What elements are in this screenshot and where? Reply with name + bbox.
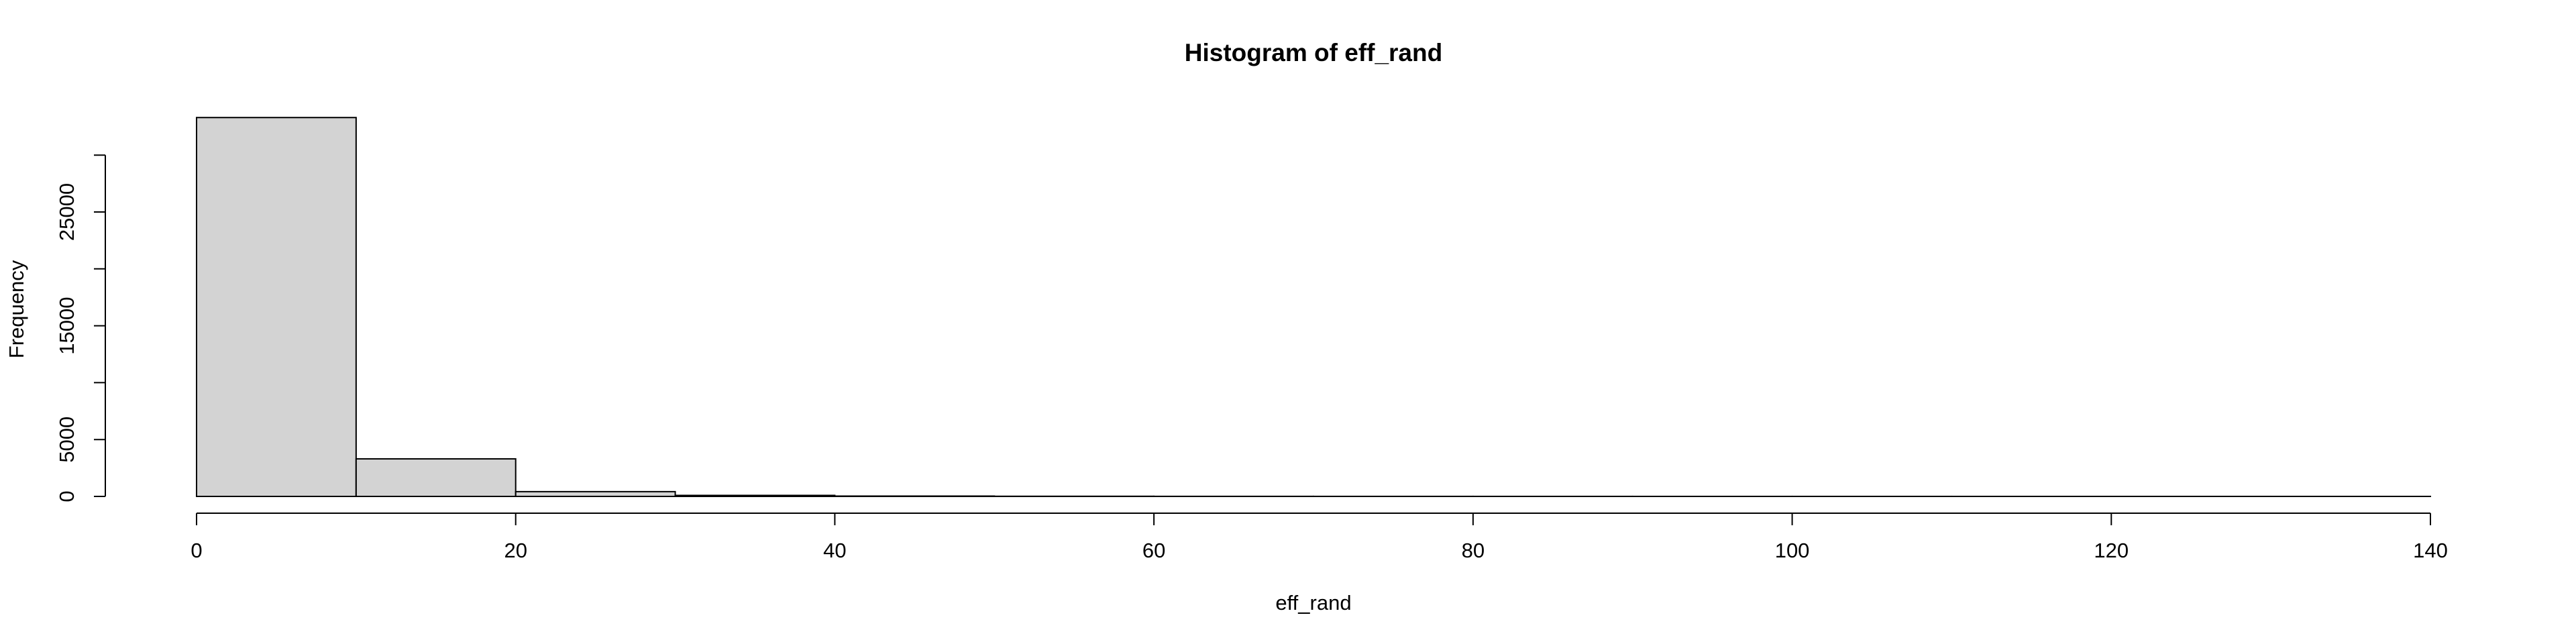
x-tick-label: 140 [2413, 539, 2448, 562]
y-tick-label: 25000 [55, 183, 78, 241]
histogram-bar [355, 458, 517, 497]
x-tick-label: 40 [823, 539, 846, 562]
y-tick-label: 0 [55, 490, 78, 502]
x-tick-label: 100 [1775, 539, 1810, 562]
x-tick-label: 120 [2094, 539, 2129, 562]
x-tick-label: 60 [1142, 539, 1165, 562]
chart-title: Histogram of eff_rand [1185, 39, 1442, 66]
x-axis: 0 20 40 60 80 100 120 140 [191, 513, 2448, 562]
x-tick-label: 20 [504, 539, 527, 562]
x-axis-label: eff_rand [1275, 591, 1351, 614]
x-tick-label: 0 [191, 539, 202, 562]
y-tick-label: 5000 [55, 417, 78, 463]
histogram-bars [196, 117, 2431, 498]
y-axis-label: Frequency [5, 260, 28, 358]
histogram-bar [674, 494, 836, 497]
histogram-bar [196, 117, 357, 497]
y-tick-label: 15000 [55, 297, 78, 354]
y-axis: 0 5000 15000 25000 [55, 154, 106, 502]
x-tick-label: 80 [1462, 539, 1485, 562]
histogram-bar [515, 490, 676, 497]
